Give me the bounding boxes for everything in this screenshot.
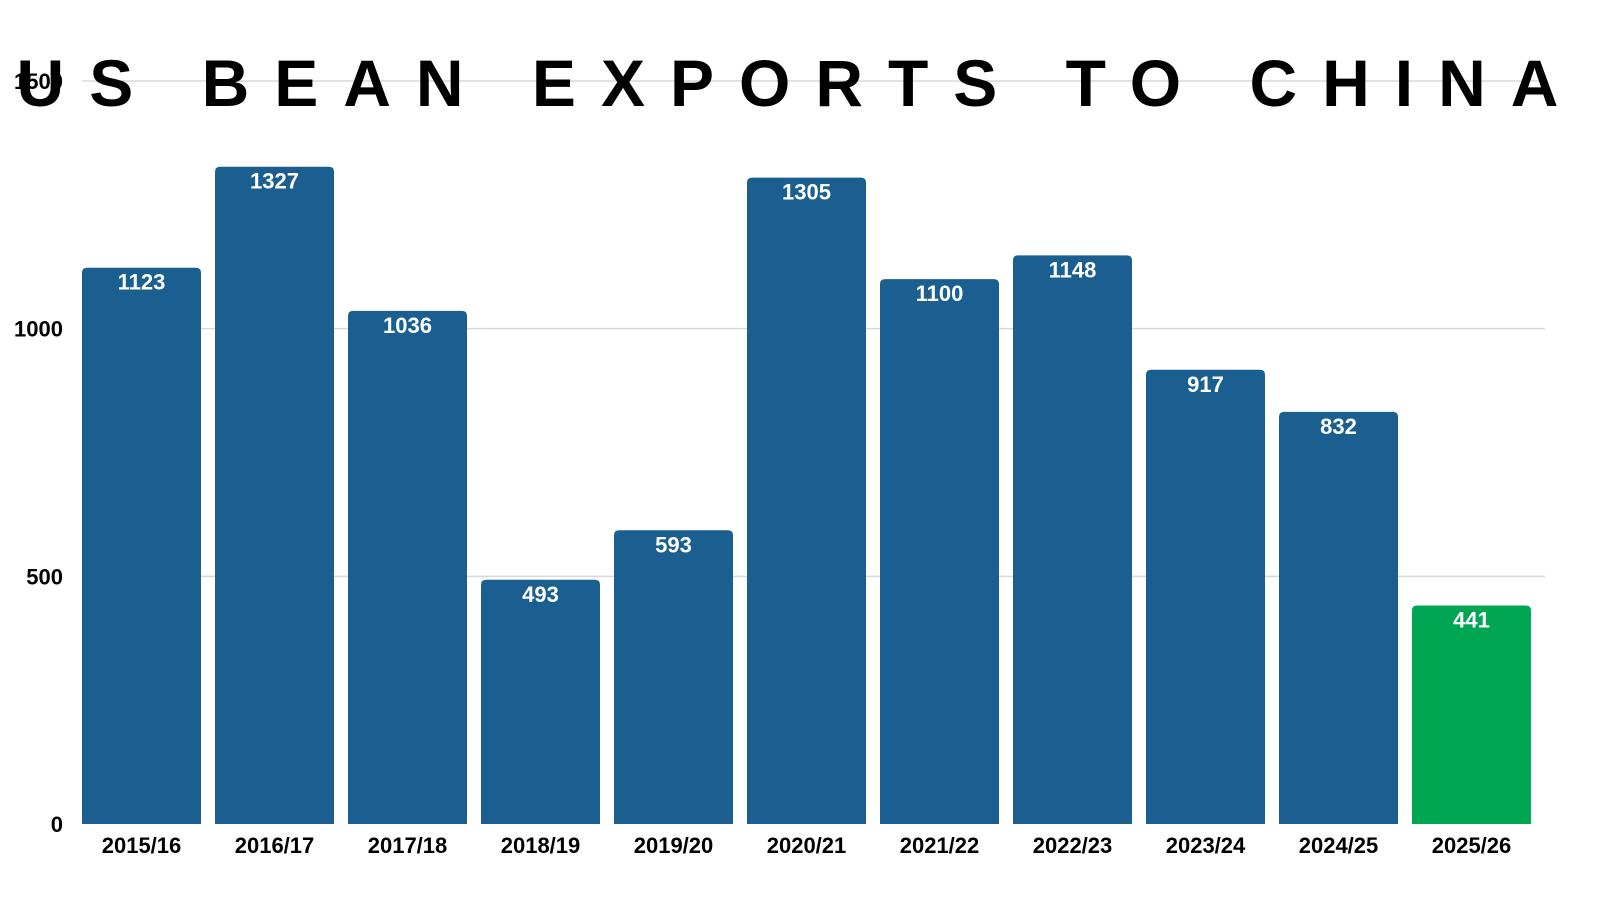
x-tick-label: 2015/16 [102, 833, 182, 858]
bar-2015-16 [82, 267, 201, 824]
bar-2021-22 [880, 279, 999, 825]
x-axis-ticks: 2015/16 2016/17 2017/18 2018/19 2019/20 2020/… [102, 833, 1512, 858]
bar-2018-19 [481, 579, 600, 824]
data-label: 1148 [1049, 257, 1097, 282]
x-tick-label: 2023/24 [1166, 833, 1246, 858]
y-tick-label: 0 [51, 812, 63, 837]
x-tick-label: 2018/19 [501, 833, 581, 858]
data-label: 917 [1187, 372, 1224, 397]
x-tick-label: 2016/17 [235, 833, 315, 858]
x-tick-label: 2021/22 [900, 833, 980, 858]
y-tick-label: 500 [26, 564, 63, 589]
chart-title: US BEAN EXPORTS TO CHINA [17, 46, 1584, 120]
x-tick-label: 2019/20 [634, 833, 714, 858]
x-tick-label: 2025/26 [1432, 833, 1512, 858]
data-label: 1100 [916, 281, 964, 306]
data-label: 441 [1453, 608, 1490, 633]
data-label: 593 [655, 532, 692, 557]
y-tick-label: 1000 [14, 317, 63, 342]
data-label: 1123 [118, 270, 166, 295]
data-labels: 1123 1327 1036 493 593 1305 1100 1148 917 832 441 [118, 169, 1490, 633]
bar-2022-23 [1013, 255, 1132, 825]
x-tick-label: 2024/25 [1299, 833, 1379, 858]
x-tick-label: 2022/23 [1033, 833, 1113, 858]
bar-2025-26 [1412, 605, 1531, 824]
bar-2023-24 [1146, 369, 1265, 824]
bar-2020-21 [747, 177, 866, 825]
x-tick-label: 2020/21 [767, 833, 847, 858]
bars [82, 166, 1531, 825]
bar-2017-18 [348, 310, 467, 824]
data-label: 493 [522, 582, 559, 607]
bar-2016-17 [215, 166, 334, 824]
data-label: 1327 [250, 169, 299, 194]
x-tick-label: 2017/18 [368, 833, 448, 858]
bar-2019-20 [614, 530, 733, 824]
data-label: 1305 [782, 180, 831, 205]
data-label: 832 [1320, 414, 1357, 439]
y-tick-label: 1500 [14, 69, 63, 94]
y-axis-ticks: 0 500 1000 1500 [14, 69, 63, 837]
bar-2024-25 [1279, 411, 1398, 824]
data-label: 1036 [383, 313, 432, 338]
